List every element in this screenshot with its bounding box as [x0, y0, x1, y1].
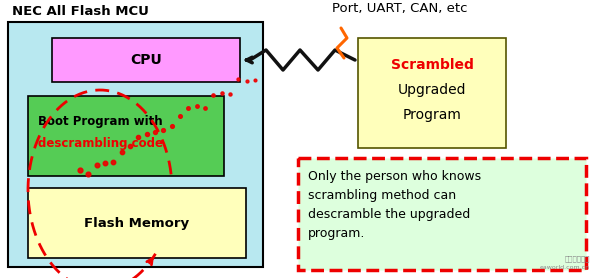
FancyBboxPatch shape — [28, 188, 246, 258]
FancyBboxPatch shape — [358, 38, 506, 148]
Text: Scrambled: Scrambled — [391, 58, 473, 72]
Text: Only the person who knows
scrambling method can
descramble the upgraded
program.: Only the person who knows scrambling met… — [308, 170, 481, 240]
Text: descrambling code: descrambling code — [38, 136, 163, 150]
Text: NEC All Flash MCU: NEC All Flash MCU — [12, 5, 149, 18]
FancyBboxPatch shape — [28, 96, 224, 176]
Text: CPU: CPU — [130, 53, 162, 67]
Text: Port, UART, CAN, etc: Port, UART, CAN, etc — [332, 2, 467, 15]
Text: eaworld.com.cn: eaworld.com.cn — [540, 265, 590, 270]
Text: Program: Program — [403, 108, 461, 122]
FancyBboxPatch shape — [52, 38, 240, 82]
FancyBboxPatch shape — [8, 22, 263, 267]
Text: Upgraded: Upgraded — [398, 83, 466, 97]
Text: Flash Memory: Flash Memory — [85, 217, 190, 230]
Text: 电子工程世界: 电子工程世界 — [565, 255, 590, 262]
FancyBboxPatch shape — [298, 158, 586, 270]
Text: Boot Program with: Boot Program with — [38, 115, 163, 128]
